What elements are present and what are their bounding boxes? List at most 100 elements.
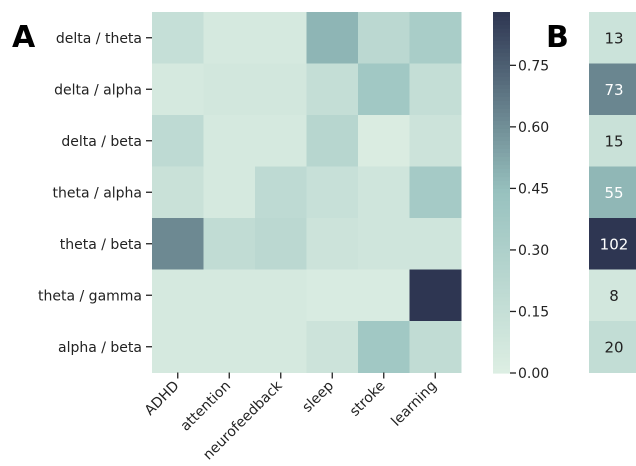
colorbar-tick-label: 0.00	[518, 366, 549, 382]
colorbar-segment	[493, 296, 510, 302]
heatmap-cell	[255, 218, 307, 270]
heatmap-cell	[358, 63, 410, 116]
colorbar-segment	[493, 60, 510, 65]
heatmap-cell	[152, 166, 204, 219]
colorbar-segment	[493, 360, 510, 366]
heatmap-cell	[409, 321, 462, 373]
colorbar-segment	[493, 84, 510, 89]
heatmap-cell	[358, 115, 410, 167]
heatmap-cell	[203, 12, 256, 64]
colorbar-segment	[493, 12, 510, 17]
heatmap-cell	[358, 321, 410, 373]
heatmap-cell	[152, 218, 204, 270]
count-cell	[589, 115, 636, 167]
heatmap-cell	[306, 166, 359, 219]
colorbar-segment	[493, 212, 510, 218]
colorbar-segment	[493, 244, 510, 250]
colorbar-segment	[493, 16, 510, 21]
colorbar-segment	[493, 48, 510, 53]
heatmap-cell	[306, 12, 359, 64]
heatmap-cell	[409, 166, 462, 219]
y-tick-label: delta / beta	[61, 134, 142, 150]
colorbar-segment	[493, 164, 510, 170]
colorbar-segment	[493, 40, 510, 45]
heatmap-cell	[358, 218, 410, 270]
heatmap-cell	[409, 218, 462, 270]
colorbar-segment	[493, 332, 510, 338]
heatmap-cell	[358, 166, 410, 219]
colorbar-segment	[493, 356, 510, 362]
colorbar-tick-label: 0.15	[518, 304, 549, 320]
colorbar-segment	[493, 320, 510, 326]
count-value: 55	[604, 184, 623, 202]
colorbar: 0.00 0.15 0.30 0.45 0.60 0.75	[493, 12, 549, 382]
colorbar-segment	[493, 196, 510, 202]
colorbar-segment	[493, 168, 510, 174]
count-value: 102	[600, 235, 629, 253]
colorbar-segment	[493, 252, 510, 258]
colorbar-segment	[493, 68, 510, 73]
y-tick-label: theta / beta	[60, 237, 142, 253]
count-value: 73	[604, 81, 623, 99]
panel-a-label: A	[12, 20, 36, 55]
count-cell	[589, 269, 636, 322]
colorbar-segment	[493, 272, 510, 278]
count-value: 15	[604, 132, 623, 150]
colorbar-segment	[493, 72, 510, 77]
heatmap-cell	[409, 115, 462, 167]
y-tick-label: delta / theta	[56, 31, 142, 47]
colorbar-segment	[493, 76, 510, 81]
colorbar-tick-label: 0.75	[518, 58, 549, 74]
heatmap-cell	[255, 115, 307, 167]
colorbar-segment	[493, 116, 510, 121]
colorbar-segment	[493, 224, 510, 230]
heatmap-cell	[255, 166, 307, 219]
heatmap-cell	[306, 115, 359, 167]
colorbar-segment	[493, 156, 510, 162]
colorbar-segment	[493, 316, 510, 322]
colorbar-segment	[493, 280, 510, 286]
heatmap-cell	[306, 269, 359, 322]
colorbar-segment	[493, 268, 510, 274]
colorbar-segment	[493, 136, 510, 141]
colorbar-segment	[493, 172, 510, 178]
heatmap-cell	[203, 321, 256, 373]
colorbar-segment	[493, 100, 510, 105]
colorbar-segment	[493, 204, 510, 210]
colorbar-segment	[493, 64, 510, 69]
heatmap-cell	[255, 269, 307, 322]
colorbar-segment	[493, 128, 510, 133]
colorbar-segment	[493, 180, 510, 186]
heatmap-cell	[255, 63, 307, 116]
colorbar-segment	[493, 276, 510, 282]
colorbar-segment	[493, 324, 510, 330]
colorbar-segment	[493, 124, 510, 129]
colorbar-segment	[493, 304, 510, 310]
heatmap-cell	[203, 115, 256, 167]
count-cell	[589, 63, 636, 116]
colorbar-segment	[493, 52, 510, 57]
heatmap-cell	[203, 63, 256, 116]
colorbar-segment	[493, 352, 510, 358]
count-value: 20	[604, 338, 623, 356]
colorbar-segment	[493, 80, 510, 85]
heatmap-cell	[203, 269, 256, 322]
colorbar-segment	[493, 152, 510, 157]
colorbar-segment	[493, 312, 510, 318]
colorbar-segment	[493, 144, 510, 149]
heatmap-cell	[152, 269, 204, 322]
heatmap-b: 13 73 15 55 102 8 20	[589, 12, 636, 373]
colorbar-segment	[493, 112, 510, 117]
heatmap-cell	[409, 269, 462, 322]
colorbar-segment	[493, 96, 510, 101]
colorbar-segment	[493, 148, 510, 153]
colorbar-segment	[493, 240, 510, 246]
colorbar-segment	[493, 228, 510, 234]
colorbar-tick-label: 0.60	[518, 120, 549, 136]
colorbar-segment	[493, 336, 510, 342]
colorbar-segment	[493, 232, 510, 238]
colorbar-segment	[493, 364, 510, 370]
colorbar-segment	[493, 344, 510, 350]
colorbar-segment	[493, 248, 510, 254]
